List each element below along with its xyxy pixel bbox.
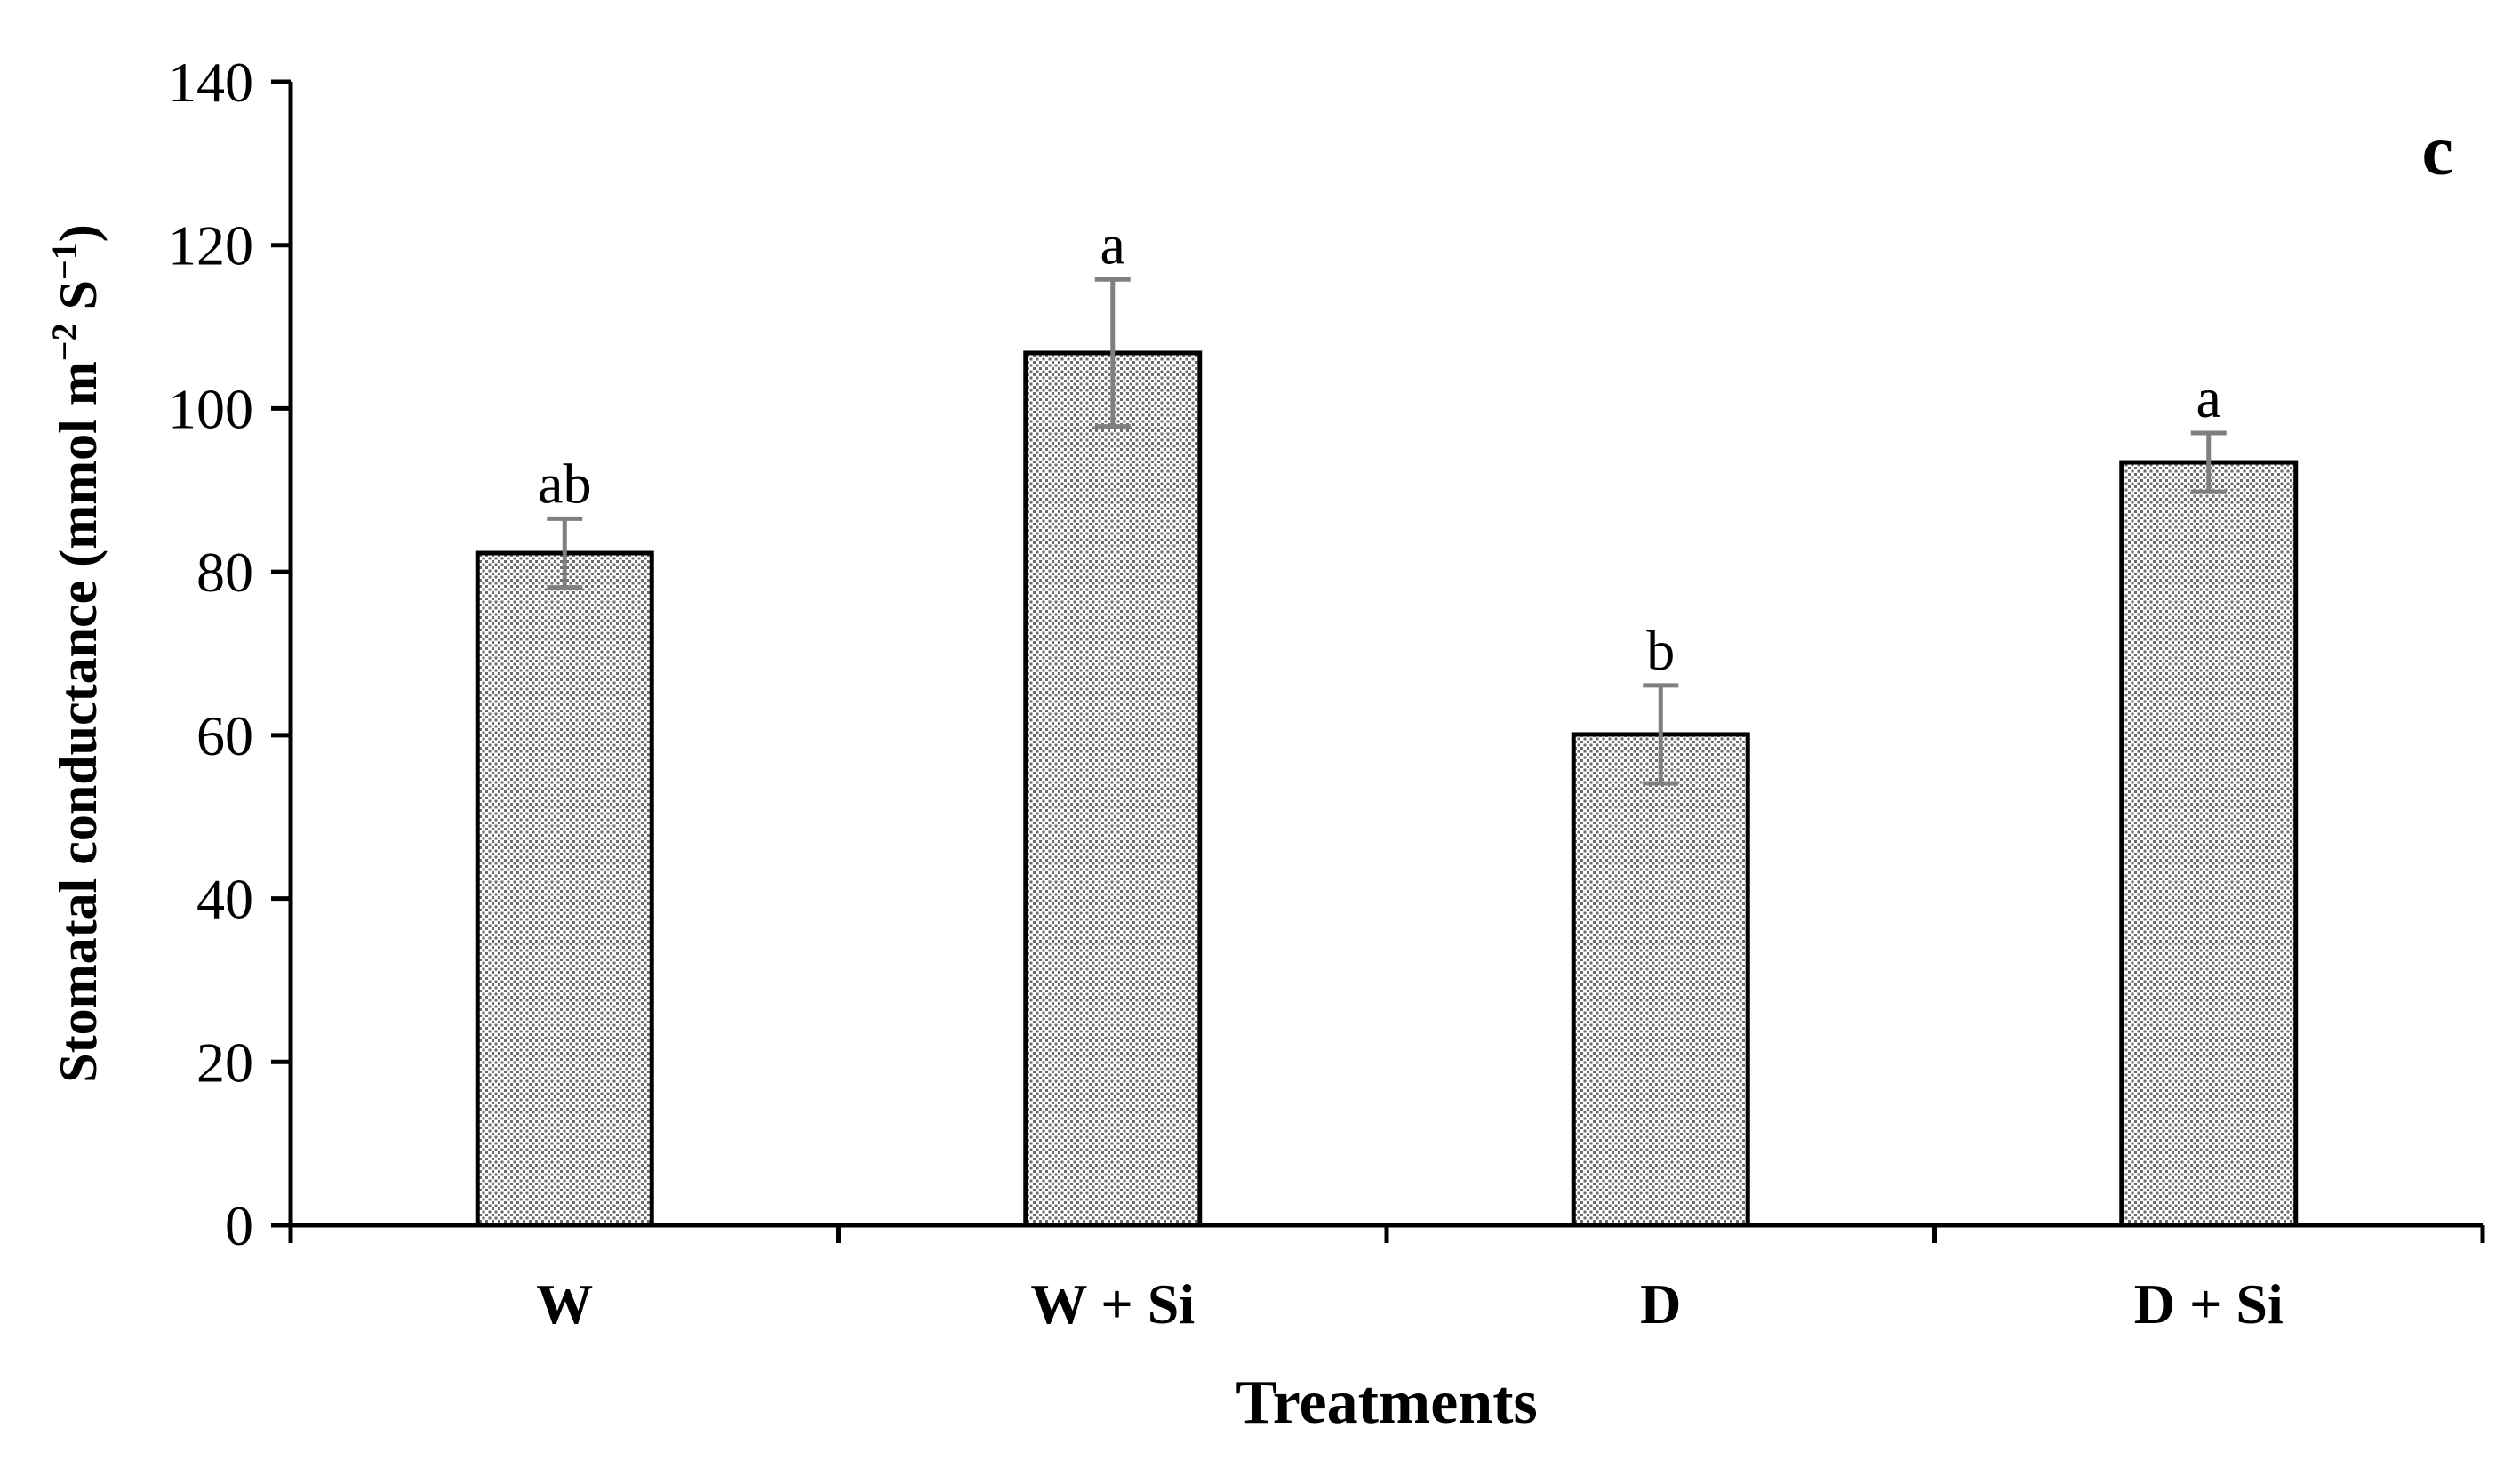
y-tick-label: 140 <box>168 51 253 114</box>
significance-label: a <box>2196 366 2221 429</box>
y-tick-label: 40 <box>196 868 253 931</box>
significance-label: a <box>1100 213 1125 276</box>
significance-label: b <box>1646 619 1675 682</box>
bar-w-si <box>1023 350 1203 1228</box>
x-category-label: D <box>1640 1272 1681 1336</box>
x-category-label: W <box>536 1272 593 1336</box>
y-ticks-layer: 0 20 40 60 80 100 120 140 <box>168 51 291 1257</box>
panel-label: c <box>2421 112 2453 190</box>
y-tick-label: 100 <box>168 377 253 440</box>
error-bars-layer <box>547 277 2227 786</box>
x-axis-title: Treatments <box>1236 1368 1538 1437</box>
bar-d-si <box>2119 460 2299 1228</box>
bars-layer <box>475 350 2299 1228</box>
y-tick-label: 120 <box>168 214 253 277</box>
y-tick-label: 80 <box>196 541 253 604</box>
bar-d <box>1571 732 1750 1228</box>
x-category-labels-layer: W W + Si D D + Si <box>536 1272 2284 1336</box>
significance-label: ab <box>538 452 591 515</box>
bar-w <box>475 550 654 1228</box>
x-category-label: D + Si <box>2134 1272 2284 1336</box>
error-bar <box>1094 277 1131 429</box>
y-axis-title: Stomatal conductance (mmol m−2 S−1) <box>44 224 108 1083</box>
y-tick-label: 20 <box>196 1031 253 1094</box>
x-ticks-layer <box>288 1225 2485 1243</box>
error-bar <box>1643 683 1679 786</box>
y-tick-label: 60 <box>196 704 253 767</box>
y-tick-label: 0 <box>225 1194 253 1257</box>
x-category-label: W + Si <box>1030 1272 1195 1336</box>
error-bar <box>2190 430 2227 494</box>
error-bar <box>547 516 583 590</box>
